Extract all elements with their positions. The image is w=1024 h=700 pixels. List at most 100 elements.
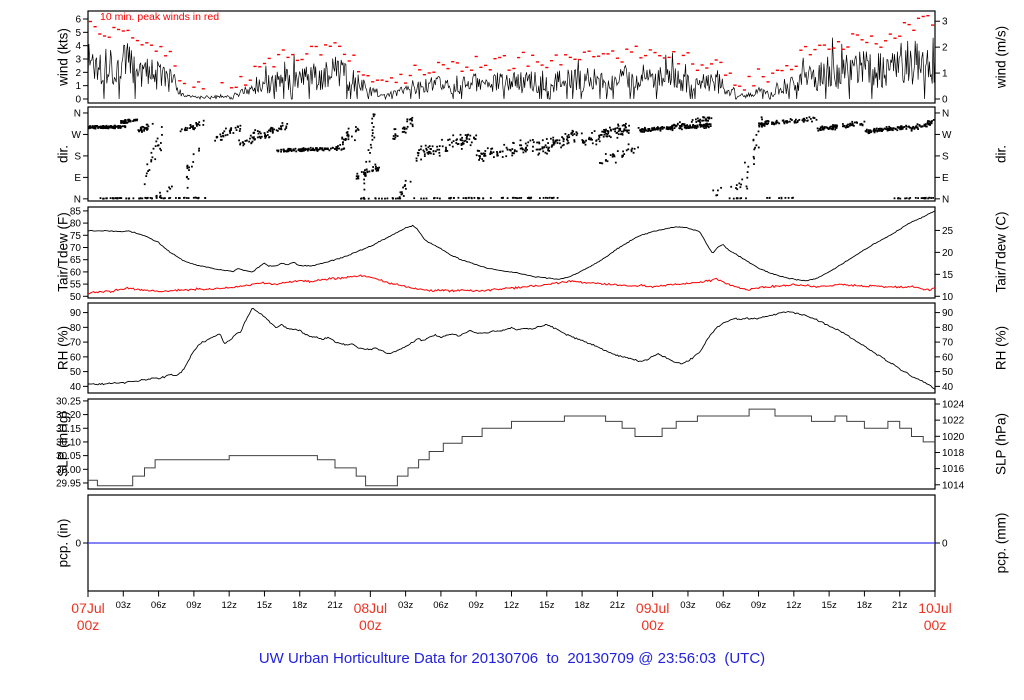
- temp-f-axis-label: Tair/Tdew (F): [55, 212, 71, 292]
- wind-ms-axis-label: wind (m/s): [993, 25, 1009, 89]
- svg-text:6: 6: [75, 15, 81, 26]
- svg-text:90: 90: [942, 308, 954, 319]
- svg-text:15z: 15z: [539, 600, 555, 611]
- peak-wind-kts: [88, 15, 935, 91]
- svg-text:60: 60: [942, 352, 954, 363]
- svg-text:30.00: 30.00: [56, 465, 81, 476]
- slp-inhg-axis-label: SLP (inHg): [55, 411, 71, 477]
- svg-text:70: 70: [70, 243, 82, 254]
- svg-text:1022: 1022: [942, 416, 965, 427]
- svg-text:40: 40: [70, 382, 82, 393]
- sea-level-pressure-inhg: [88, 408, 935, 487]
- svg-text:1: 1: [942, 69, 948, 80]
- wind-speed-panel: 0 1 2 3 4 5 6 0 1 2 3: [75, 10, 948, 106]
- svg-text:30.25: 30.25: [56, 396, 81, 407]
- svg-text:10Jul: 10Jul: [918, 600, 951, 616]
- svg-text:12z: 12z: [222, 600, 238, 611]
- svg-text:75: 75: [70, 231, 82, 242]
- svg-text:70: 70: [942, 338, 954, 349]
- svg-text:N: N: [942, 194, 949, 205]
- relative-humidity-panel: 40 50 60 70 80 90 40 50 60 70 80 90: [70, 302, 954, 394]
- figure-title: UW Urban Horticulture Data for 20130706 …: [258, 650, 766, 667]
- svg-text:60: 60: [70, 352, 82, 363]
- svg-text:0: 0: [75, 539, 81, 550]
- slp-hpa-axis-label: SLP (hPa): [993, 412, 1009, 476]
- svg-text:00z: 00z: [924, 617, 947, 633]
- svg-text:09z: 09z: [469, 600, 485, 611]
- pcp-in-axis-label: pcp. (in): [55, 518, 71, 568]
- svg-text:1024: 1024: [942, 400, 965, 411]
- wind-direction-points: [87, 113, 935, 200]
- svg-text:N: N: [74, 108, 81, 119]
- svg-text:1014: 1014: [942, 480, 965, 491]
- peak-wind-annotation: 10 min. peak winds in red: [100, 11, 220, 23]
- svg-text:06z: 06z: [716, 600, 732, 611]
- svg-text:30.15: 30.15: [56, 424, 81, 435]
- svg-text:30.05: 30.05: [56, 451, 81, 462]
- svg-text:S: S: [74, 151, 81, 162]
- svg-text:85: 85: [70, 206, 82, 217]
- wind-kts-axis-label: wind (kts): [55, 28, 71, 86]
- svg-text:06z: 06z: [433, 600, 449, 611]
- svg-text:E: E: [74, 173, 81, 184]
- temp-c-axis-label: Tair/Tdew (C): [993, 211, 1009, 293]
- rh-left-axis-label: RH (%): [55, 325, 71, 371]
- svg-text:3: 3: [75, 55, 81, 66]
- svg-text:80: 80: [70, 323, 82, 334]
- svg-text:10: 10: [942, 292, 954, 303]
- svg-text:18z: 18z: [292, 600, 308, 611]
- svg-text:2: 2: [942, 43, 948, 54]
- svg-text:4: 4: [75, 41, 81, 52]
- svg-text:21z: 21z: [327, 600, 343, 611]
- svg-text:12z: 12z: [504, 600, 520, 611]
- svg-text:06z: 06z: [151, 600, 167, 611]
- svg-text:0: 0: [75, 95, 81, 106]
- svg-text:12z: 12z: [786, 600, 802, 611]
- svg-text:80: 80: [942, 323, 954, 334]
- svg-text:21z: 21z: [892, 600, 908, 611]
- svg-text:15: 15: [942, 270, 954, 281]
- svg-text:W: W: [72, 130, 82, 141]
- svg-text:09z: 09z: [186, 600, 202, 611]
- svg-text:30.10: 30.10: [56, 437, 81, 448]
- svg-text:50: 50: [70, 367, 82, 378]
- svg-text:03z: 03z: [398, 600, 414, 611]
- svg-text:07Jul: 07Jul: [71, 600, 104, 616]
- dewpoint-temperature-f: [87, 274, 936, 295]
- x-axis: 03z 06z 09z 12z 15z 18z 21z 03z 06z 09z 12z 15z 18z 2…: [71, 591, 952, 633]
- svg-text:2: 2: [75, 68, 81, 79]
- rh-right-axis-label: RH (%): [993, 325, 1009, 371]
- svg-text:55: 55: [70, 280, 82, 291]
- svg-text:03z: 03z: [680, 600, 696, 611]
- svg-text:S: S: [942, 151, 949, 162]
- svg-text:80: 80: [70, 219, 82, 230]
- svg-text:N: N: [74, 194, 81, 205]
- svg-text:5: 5: [75, 28, 81, 39]
- svg-text:1018: 1018: [942, 448, 965, 459]
- svg-text:30.20: 30.20: [56, 410, 81, 421]
- svg-text:09z: 09z: [751, 600, 767, 611]
- svg-text:03z: 03z: [116, 600, 132, 611]
- dir-left-axis-label: dir.: [55, 144, 71, 164]
- dir-right-axis-label: dir.: [993, 144, 1009, 164]
- svg-text:00z: 00z: [641, 617, 664, 633]
- svg-text:3: 3: [942, 17, 948, 28]
- svg-text:50: 50: [942, 367, 954, 378]
- svg-text:W: W: [942, 130, 952, 141]
- svg-text:0: 0: [942, 539, 948, 550]
- svg-text:15z: 15z: [257, 600, 273, 611]
- svg-text:E: E: [942, 173, 949, 184]
- svg-text:40: 40: [942, 382, 954, 393]
- svg-text:1016: 1016: [942, 464, 965, 475]
- svg-text:65: 65: [70, 255, 82, 266]
- svg-text:00z: 00z: [77, 617, 100, 633]
- svg-text:29.95: 29.95: [56, 478, 81, 489]
- pcp-mm-axis-label: pcp. (mm): [993, 512, 1009, 574]
- wind-speed-kts: [87, 37, 936, 101]
- svg-text:09Jul: 09Jul: [636, 600, 669, 616]
